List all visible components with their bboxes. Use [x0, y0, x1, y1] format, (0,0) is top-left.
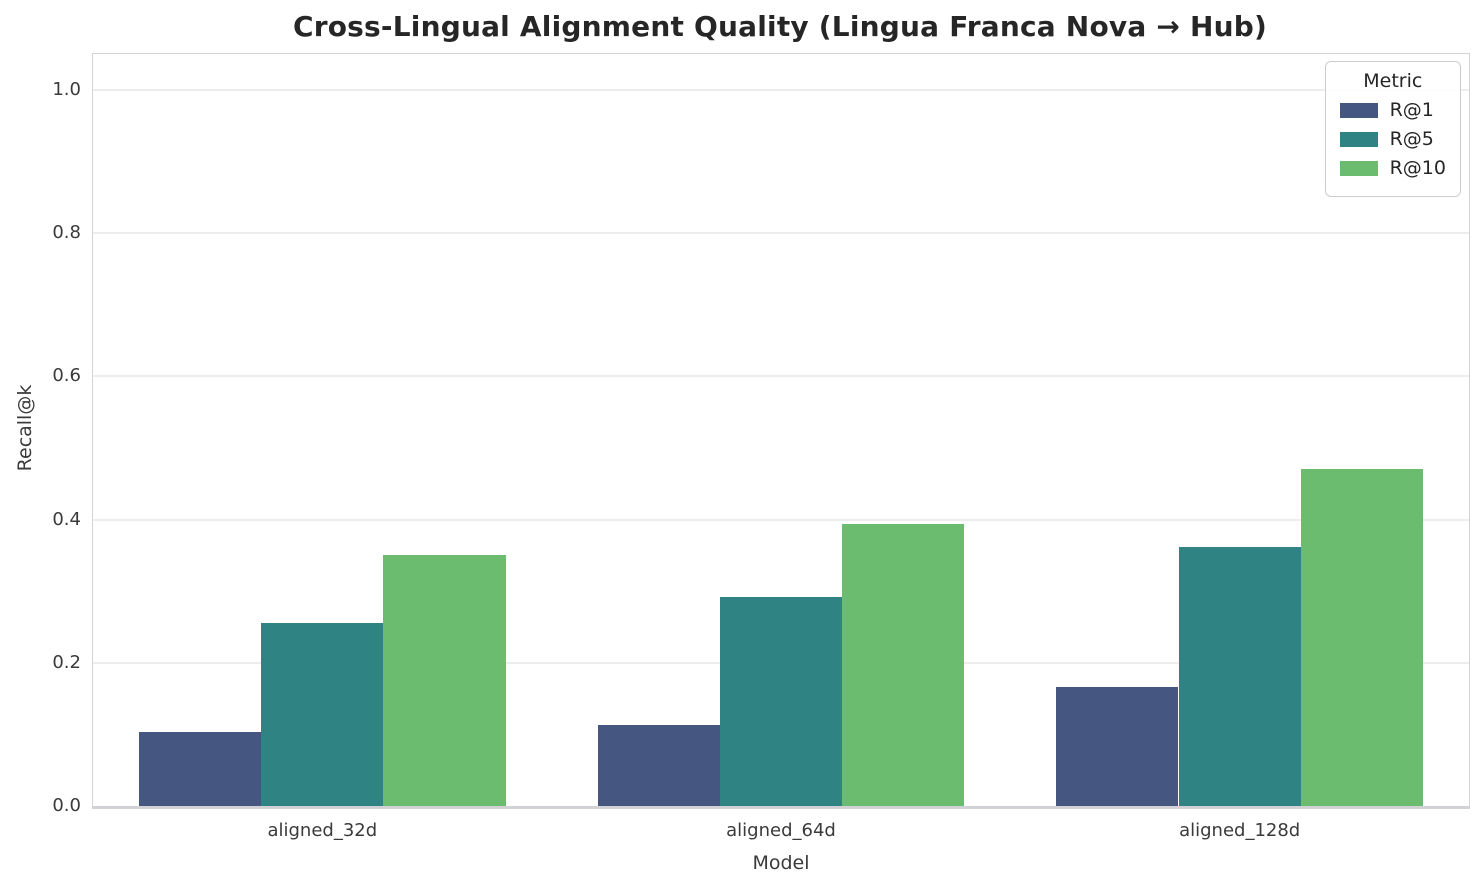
- x-tick-aligned_32d: aligned_32d: [267, 820, 378, 841]
- bar-aligned_32d-R@1: [138, 732, 262, 806]
- bar-aligned_32d-R@10: [383, 555, 506, 806]
- gridline-0.6: [93, 375, 1469, 378]
- legend: Metric R@1 R@5 R@10: [1324, 61, 1461, 197]
- bar-aligned_32d-R@5: [261, 623, 384, 806]
- legend-entry-R@1: R@1: [1339, 99, 1446, 121]
- y-tick-0.2: 0.2: [52, 651, 81, 673]
- bar-aligned_128d-R@1: [1056, 687, 1179, 806]
- legend-entry-R@10: R@10: [1339, 157, 1446, 179]
- y-tick-0.4: 0.4: [52, 508, 81, 530]
- gridline-1.0: [93, 88, 1469, 91]
- bar-aligned_128d-R@5: [1178, 547, 1301, 806]
- gridline-0.4: [93, 518, 1469, 521]
- bar-aligned_128d-R@10: [1300, 469, 1424, 806]
- x-axis-label: Model: [752, 852, 810, 874]
- y-tick-0.0: 0.0: [52, 795, 81, 816]
- gridline-0.8: [93, 232, 1469, 235]
- chart-title: Cross-Lingual Alignment Quality (Lingua …: [292, 10, 1267, 43]
- y-axis-label-text: Recall@k: [14, 384, 36, 472]
- legend-title: Metric: [1363, 70, 1423, 92]
- legend-label-R@1: R@1: [1389, 99, 1434, 121]
- legend-label-R@10: R@10: [1389, 157, 1446, 179]
- bar-aligned_64d-R@1: [597, 725, 720, 806]
- legend-swatch-R@1: [1339, 102, 1378, 118]
- legend-entries: R@1 R@5 R@10: [1339, 99, 1446, 179]
- plot-area: Model Metric R@1 R@5 R@10 0.0 0.2 0.4 0.6 0.8 1…: [52, 53, 1470, 874]
- legend-entry-R@5: R@5: [1339, 128, 1446, 150]
- legend-swatch-R@10: [1339, 160, 1378, 176]
- legend-swatch-R@5: [1339, 131, 1378, 147]
- x-tick-aligned_128d: aligned_128d: [1179, 820, 1301, 841]
- y-tick-1.0: 1.0: [52, 78, 81, 100]
- y-tick-0.6: 0.6: [52, 365, 81, 387]
- bar-aligned_64d-R@10: [842, 523, 965, 806]
- legend-label-R@5: R@5: [1389, 128, 1434, 150]
- y-tick-0.8: 0.8: [52, 222, 81, 244]
- x-tick-aligned_64d: aligned_64d: [726, 820, 836, 841]
- bar-aligned_64d-R@5: [719, 596, 843, 806]
